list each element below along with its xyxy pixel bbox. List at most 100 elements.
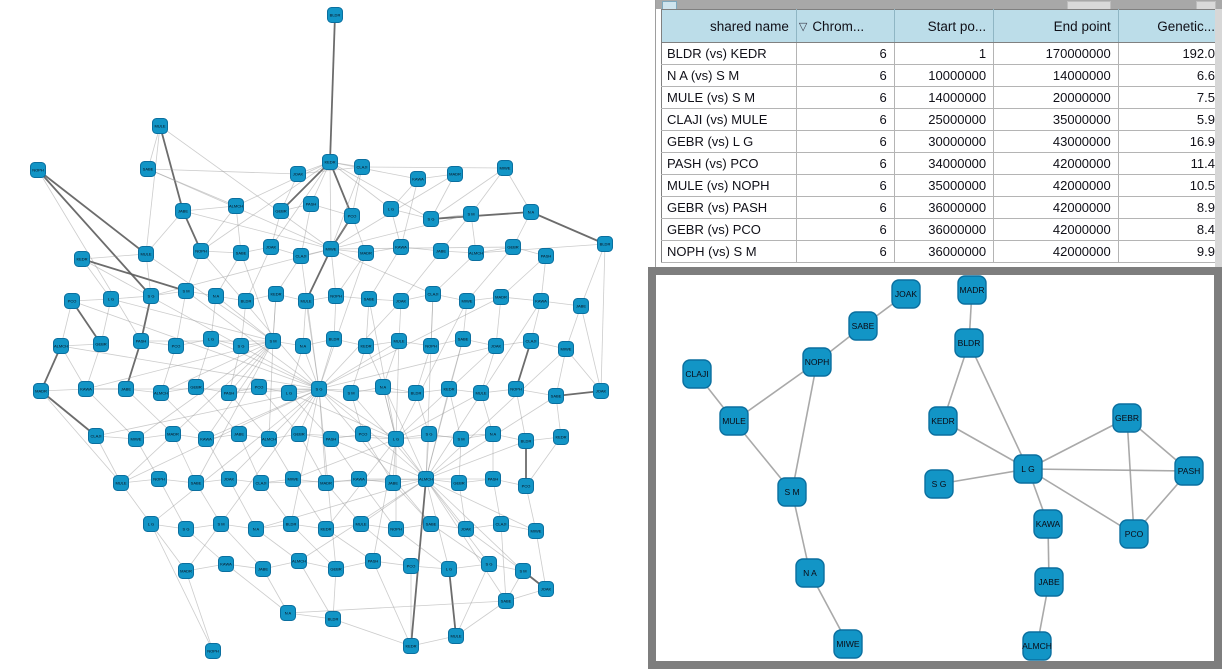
cell-shared-name[interactable]: GEBR (vs) L G [661,130,797,153]
overview-node[interactable]: KEDR [74,251,90,267]
overview-node[interactable]: MADR [165,426,181,442]
overview-node[interactable]: KAWA [78,381,94,397]
subnetwork-node[interactable]: GEBR [1112,403,1142,433]
overview-node[interactable]: SABE [188,475,204,491]
cell-value[interactable]: 6 [796,174,895,197]
subnetwork-node[interactable]: SABE [848,311,878,341]
overview-node[interactable]: S G [311,381,327,397]
overview-node[interactable]: JOAK [290,166,306,182]
overview-node[interactable]: KAWA [393,239,409,255]
column-header-chrom-[interactable]: ▽ Chrom... [796,9,895,43]
overview-node[interactable]: CLAJI [425,286,441,302]
overview-node[interactable]: JOAK [393,293,409,309]
overview-node[interactable]: KEDR [403,638,419,654]
overview-node[interactable]: KEDR [318,521,334,537]
overview-node[interactable]: CLAJI [253,475,269,491]
overview-node[interactable]: MIWE [459,293,475,309]
cell-value[interactable]: 6 [796,130,895,153]
overview-node[interactable]: JOAK [458,521,474,537]
overview-node[interactable]: N A [248,521,264,537]
overview-node[interactable]: MULE [298,293,314,309]
overview-node[interactable]: PCO [64,293,80,309]
subnetwork-node[interactable]: ALMCH [1022,631,1052,661]
overview-node[interactable]: PASH [323,431,339,447]
overview-node[interactable]: SABE [455,331,471,347]
overview-node[interactable]: NOPH [388,521,404,537]
overview-node[interactable]: ALMCH [468,245,484,261]
column-header-genetic-[interactable]: Genetic... [1118,9,1222,43]
overview-node[interactable]: L G [383,201,399,217]
overview-node[interactable]: PCO [403,558,419,574]
overview-node[interactable]: MADR [447,166,463,182]
overview-node[interactable]: NOPH [151,471,167,487]
overview-node[interactable]: MADR [318,475,334,491]
overview-node[interactable]: ALMCH [261,431,277,447]
subnetwork-node[interactable]: MULE [719,406,749,436]
overview-node[interactable]: MULE [391,333,407,349]
cell-shared-name[interactable]: NOPH (vs) S M [661,240,797,263]
cell-value[interactable]: 42000000 [993,240,1119,263]
overview-node[interactable]: S G [143,288,159,304]
overview-node[interactable]: S M [463,206,479,222]
overview-node[interactable]: CLAJI [493,516,509,532]
cell-value[interactable]: 5.9 [1118,108,1222,131]
column-header-shared-name[interactable]: shared name [661,9,797,43]
overview-node[interactable]: CLAJI [523,333,539,349]
cell-value[interactable]: 42000000 [993,218,1119,241]
overview-node[interactable]: JABE [255,561,271,577]
overview-node[interactable]: MULE [152,118,168,134]
overview-node[interactable]: N A [485,426,501,442]
cell-value[interactable]: 16.9 [1118,130,1222,153]
overview-node[interactable]: KEDR [441,381,457,397]
overview-node[interactable]: PCO [344,208,360,224]
overview-node[interactable]: PASH [133,333,149,349]
cell-value[interactable]: 9.9 [1118,240,1222,263]
overview-node[interactable]: NOPH [328,288,344,304]
cell-value[interactable]: 6 [796,152,895,175]
overview-node[interactable]: MULE [473,385,489,401]
overview-node[interactable]: JOAK [488,338,504,354]
cell-value[interactable]: 36000000 [894,240,995,263]
overview-node[interactable]: PASH [303,196,319,212]
overview-node[interactable]: JABE [175,203,191,219]
overview-node[interactable]: MIWE [128,431,144,447]
overview-node[interactable]: NOPH [30,162,46,178]
overview-node[interactable]: NOPH [205,643,221,659]
subnetwork-node[interactable]: KAWA [1033,509,1063,539]
overview-node[interactable]: SABE [423,516,439,532]
overview-node[interactable]: MULE [353,516,369,532]
overview-node[interactable]: MADR [358,245,374,261]
cell-shared-name[interactable]: N A (vs) S M [661,64,797,87]
overview-node[interactable]: S G [421,426,437,442]
overview-node[interactable]: JABE [118,381,134,397]
subnetwork-node[interactable]: JOAK [891,279,921,309]
overview-node[interactable]: KAWA [198,431,214,447]
overview-node[interactable]: NOPH [193,243,209,259]
overview-node[interactable]: BLDR [325,611,341,627]
cell-value[interactable]: 36000000 [894,196,995,219]
cell-value[interactable]: 43000000 [993,130,1119,153]
cell-value[interactable]: 6 [796,42,895,65]
table-row[interactable]: CLAJI (vs) MULE 6 25000000 35000000 5.9 [661,108,1222,131]
overview-node[interactable]: N A [375,379,391,395]
cell-shared-name[interactable]: GEBR (vs) PCO [661,218,797,241]
overview-node[interactable]: MULE [113,475,129,491]
overview-node[interactable]: GEBR [505,239,521,255]
overview-node[interactable]: N A [295,338,311,354]
column-header-end-point[interactable]: End point [993,9,1119,43]
table-row[interactable]: MULE (vs) S M 6 14000000 20000000 7.5 [661,86,1222,109]
overview-node[interactable]: MULE [138,246,154,262]
overview-node[interactable]: GEBR [451,475,467,491]
cell-value[interactable]: 6 [796,64,895,87]
cell-value[interactable]: 42000000 [993,174,1119,197]
overview-node[interactable]: BLDR [238,293,254,309]
cell-value[interactable]: 170000000 [993,42,1119,65]
cell-value[interactable]: 1 [894,42,995,65]
overview-node[interactable]: N A [280,605,296,621]
cell-value[interactable]: 42000000 [993,196,1119,219]
table-row[interactable]: GEBR (vs) PASH 6 36000000 42000000 8.9 [661,196,1222,219]
overview-node[interactable]: KEDR [358,338,374,354]
subnetwork-node[interactable]: NOPH [802,347,832,377]
overview-node[interactable]: ALMCH [418,471,434,487]
